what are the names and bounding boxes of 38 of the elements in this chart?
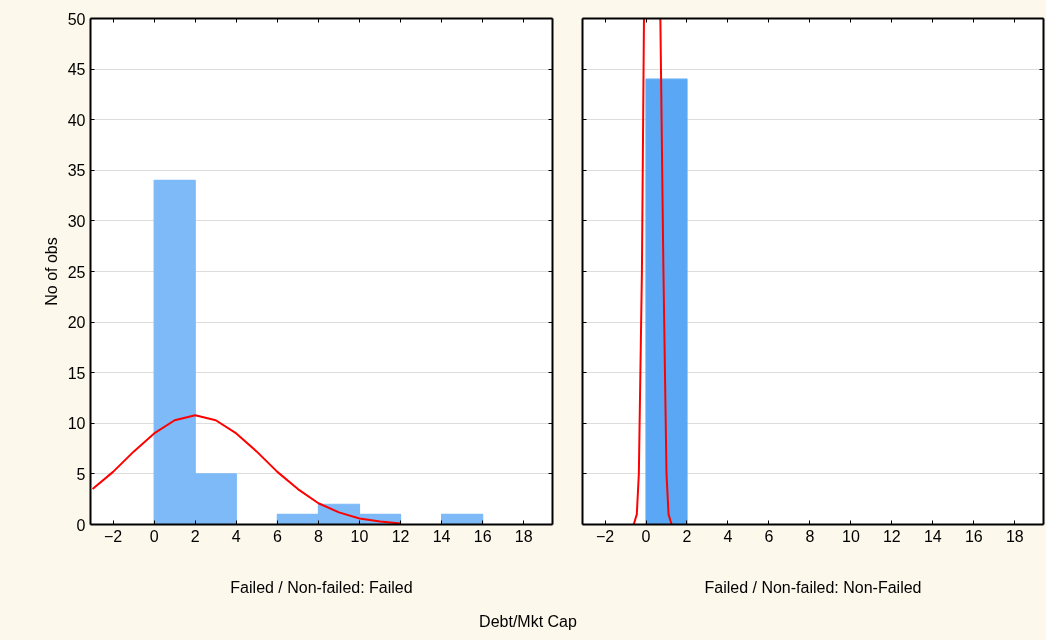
x-tick-label: 4 bbox=[231, 527, 241, 545]
x-tick-label: 16 bbox=[473, 527, 492, 545]
y-tick-label: 5 bbox=[76, 465, 86, 483]
x-tick-label: 2 bbox=[190, 527, 200, 545]
y-axis-title: No of obs bbox=[42, 237, 60, 306]
x-axis-title: Failed / Non-failed: Failed bbox=[230, 578, 413, 596]
y-tick-label: 10 bbox=[67, 415, 86, 433]
x-tick-label: 6 bbox=[272, 527, 282, 545]
line-series bbox=[91, 414, 402, 525]
y-tick-label: 45 bbox=[67, 61, 86, 79]
x-tick-label: 6 bbox=[764, 527, 774, 545]
text: Debt/Mkt Cap bbox=[479, 612, 577, 632]
y-tick-label: 30 bbox=[67, 212, 86, 230]
x-tick-label: 14 bbox=[923, 527, 942, 545]
x-tick-label: 12 bbox=[391, 527, 410, 545]
x-tick-label: −2 bbox=[595, 527, 615, 545]
y-tick-label: 35 bbox=[67, 162, 86, 180]
y-tick-label: 25 bbox=[67, 263, 86, 281]
x-tick-label: 0 bbox=[641, 527, 651, 545]
x-tick-label: 0 bbox=[149, 527, 159, 545]
x-tick-label: 16 bbox=[964, 527, 983, 545]
y-tick-label: 15 bbox=[67, 364, 86, 382]
x-tick-label: 4 bbox=[723, 527, 733, 545]
y-tick-label: 20 bbox=[67, 314, 86, 332]
x-tick-label: 8 bbox=[313, 527, 323, 545]
x-tick-label: 18 bbox=[514, 527, 533, 545]
y-tick-label: 40 bbox=[67, 111, 86, 129]
x-axis-title: Failed / Non-failed: Non-Failed bbox=[704, 578, 922, 596]
x-tick-label: 10 bbox=[842, 527, 860, 545]
x-tick-label: 18 bbox=[1005, 527, 1024, 545]
x-tick-label: 12 bbox=[882, 527, 901, 545]
y-tick-label: 50 bbox=[67, 10, 86, 28]
x-tick-label: 2 bbox=[682, 527, 692, 545]
y-tick-label: 0 bbox=[76, 516, 86, 534]
x-tick-label: 10 bbox=[350, 527, 369, 545]
x-tick-label: −2 bbox=[103, 527, 123, 545]
x-tick-label: 8 bbox=[805, 527, 815, 545]
x-tick-label: 14 bbox=[432, 527, 451, 545]
